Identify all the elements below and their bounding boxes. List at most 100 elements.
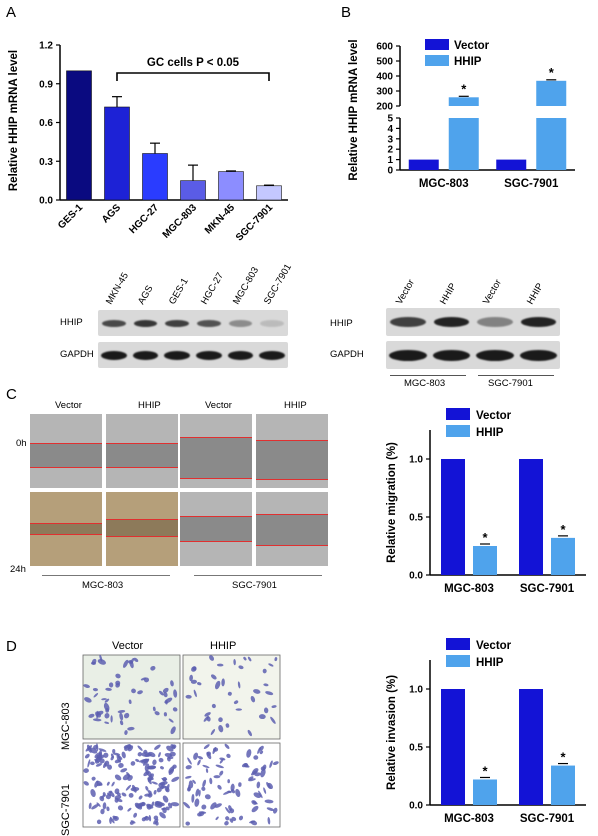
stained-cell: [107, 764, 113, 770]
panel-label-a: A: [6, 4, 17, 21]
y-tick-label: 600: [376, 42, 393, 53]
legend-label: HHIP: [454, 56, 482, 68]
y-tick-label: 0: [387, 166, 393, 177]
stained-cell: [104, 712, 110, 719]
stained-cell: [144, 763, 150, 772]
bar: [256, 185, 282, 201]
significance-star: *: [560, 750, 566, 765]
stained-cell: [185, 775, 192, 779]
y-tick-label: 1.2: [39, 41, 53, 52]
stained-cell: [130, 761, 136, 766]
legend-swatch: [425, 39, 449, 50]
y-tick-label: 3: [387, 134, 393, 145]
y-tick-label: 200: [376, 102, 393, 113]
stained-cell: [83, 781, 89, 786]
stained-cell: [201, 786, 206, 791]
stained-cell: [118, 762, 124, 768]
stained-cell: [185, 694, 192, 699]
stained-cell: [262, 668, 267, 674]
stained-cell: [197, 759, 201, 766]
stained-cell: [159, 812, 166, 819]
gapdh-band: [132, 351, 159, 360]
stained-cell: [218, 725, 224, 733]
stained-cell: [92, 687, 98, 692]
stained-cell: [119, 712, 124, 721]
stained-cell: [112, 749, 116, 754]
stained-cell: [258, 790, 263, 799]
blot-a-gapdh-strip: [98, 342, 288, 368]
blot-a-lane-label: HGC-27: [199, 270, 226, 307]
stained-cell: [223, 790, 232, 795]
legend-swatch: [446, 408, 470, 420]
stained-cell: [269, 760, 273, 769]
stained-cell: [187, 757, 192, 765]
stained-cell: [101, 698, 107, 701]
bar: [408, 159, 439, 170]
stained-cell: [140, 677, 147, 681]
stained-cell: [137, 690, 143, 695]
significance-star: *: [549, 65, 555, 80]
stained-cell: [83, 768, 89, 773]
stained-cell: [158, 757, 164, 763]
stained-cell: [110, 715, 113, 723]
stained-cell: [248, 776, 254, 781]
stained-cell: [229, 808, 235, 814]
scratch-image-vector-24h-mgc803: [30, 492, 102, 566]
stained-cell: [88, 713, 95, 718]
stained-cell: [263, 683, 269, 687]
stained-cell: [91, 776, 96, 781]
legend-label: HHIP: [476, 657, 504, 669]
stained-cell: [170, 802, 180, 807]
stained-cell: [154, 744, 161, 750]
stained-cell: [256, 781, 261, 789]
bar: [519, 459, 543, 575]
stained-cell: [213, 775, 221, 779]
stained-cell: [218, 717, 223, 723]
scratch-image-vector-0h-mgc803: [30, 414, 102, 488]
x-tick-label: MGC-803: [419, 178, 469, 190]
stained-cell: [225, 806, 231, 814]
gapdh-band: [476, 350, 514, 361]
stained-cell: [268, 663, 274, 667]
stained-cell: [197, 756, 204, 760]
stained-cell: [95, 711, 102, 718]
stained-cell: [230, 783, 235, 792]
stained-cell: [219, 770, 224, 776]
stained-cell: [238, 815, 244, 821]
blot-b-gapdh-strip: [386, 341, 560, 369]
stained-cell: [90, 661, 96, 665]
stained-cell: [214, 803, 222, 808]
stained-cell: [229, 818, 234, 823]
stained-cell: [128, 699, 132, 705]
stained-cell: [109, 816, 115, 824]
stained-cell: [195, 788, 200, 797]
stained-cell: [104, 698, 110, 703]
stained-cell: [260, 768, 266, 778]
scratch-col-1: Vector: [55, 400, 82, 411]
stained-cell: [137, 802, 146, 807]
scratch-group-mgc803: MGC-803: [82, 580, 124, 591]
stained-cell: [130, 786, 140, 792]
stained-cell: [170, 726, 176, 735]
panel-label-c: C: [6, 386, 17, 403]
scratch-image-hhip-24h-sgc7901: [256, 492, 328, 566]
stained-cell: [204, 712, 211, 717]
y-tick-label: 0.5: [409, 743, 423, 754]
bar-lower-segment: [536, 118, 567, 170]
x-tick-label: GES-1: [56, 202, 85, 231]
stained-cell: [158, 752, 161, 758]
stained-cell: [161, 807, 166, 810]
stained-cell: [145, 785, 149, 791]
scratch-assay: Vector HHIP Vector HHIP 0h 24h MGC-803 S…: [10, 400, 340, 600]
blot-a-lane-label: SGC-7901: [262, 262, 295, 307]
x-tick-label: HGC-27: [127, 202, 161, 236]
legend-label: Vector: [476, 640, 512, 652]
stained-cell: [124, 730, 128, 736]
stained-cell: [250, 695, 256, 703]
stained-cell: [108, 682, 114, 688]
stained-cell: [191, 793, 195, 803]
y-tick-label: 4: [387, 124, 393, 135]
stained-cell: [192, 666, 197, 671]
bar-upper-segment: [536, 80, 567, 106]
gapdh-band: [227, 351, 254, 360]
